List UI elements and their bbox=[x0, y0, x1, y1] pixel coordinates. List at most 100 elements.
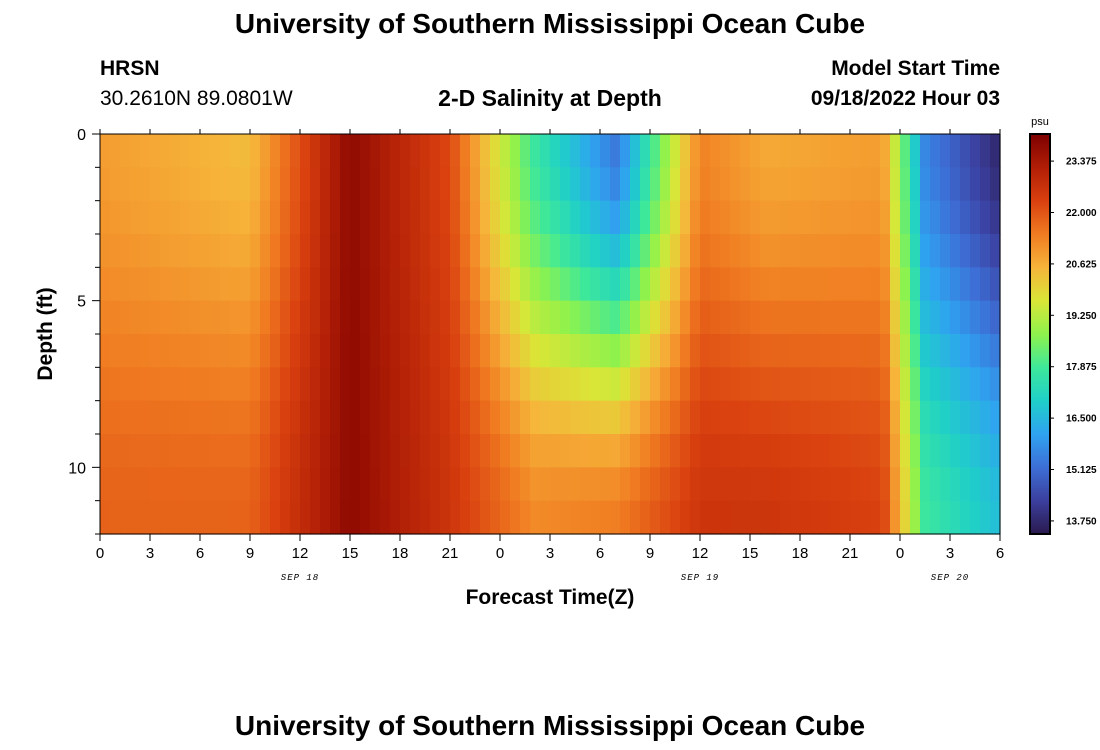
heatmap-cell bbox=[170, 334, 181, 368]
station-coords: 30.2610N 89.0801W bbox=[100, 87, 293, 110]
heatmap-cell bbox=[540, 167, 551, 202]
heatmap-cell bbox=[120, 200, 131, 235]
heatmap-cell bbox=[800, 400, 811, 435]
heatmap-cell bbox=[260, 167, 271, 202]
heatmap-cell bbox=[850, 334, 861, 368]
heatmap-cell bbox=[210, 367, 221, 402]
heatmap-cell bbox=[650, 200, 661, 235]
heatmap-cell bbox=[300, 300, 311, 335]
heatmap-cell bbox=[110, 300, 121, 335]
heatmap-cell bbox=[600, 267, 611, 302]
heatmap-cell bbox=[360, 434, 371, 468]
heatmap-cell bbox=[680, 500, 691, 535]
heatmap-cell bbox=[420, 400, 431, 435]
heatmap-cell bbox=[790, 434, 801, 468]
heatmap-cell bbox=[430, 434, 441, 468]
heatmap-cell bbox=[530, 434, 541, 468]
heatmap-cell bbox=[730, 500, 741, 535]
heatmap-cell bbox=[390, 234, 401, 268]
heatmap-cell bbox=[580, 367, 591, 402]
x-axis-title: Forecast Time(Z) bbox=[466, 586, 635, 609]
heatmap-cell bbox=[270, 200, 281, 235]
heatmap-cell bbox=[310, 134, 321, 168]
heatmap-cell bbox=[390, 200, 401, 235]
heatmap-cell bbox=[570, 267, 581, 302]
heatmap-cell bbox=[720, 167, 731, 202]
heatmap-cell bbox=[590, 200, 601, 235]
heatmap-cell bbox=[210, 167, 221, 202]
heatmap-cell bbox=[870, 200, 881, 235]
heatmap-cell bbox=[210, 300, 221, 335]
heatmap-cell bbox=[970, 267, 981, 302]
heatmap-cell bbox=[580, 434, 591, 468]
heatmap-cell bbox=[330, 134, 341, 168]
heatmap-cell bbox=[830, 500, 841, 535]
heatmap-cell bbox=[250, 400, 261, 435]
heatmap-cell bbox=[420, 234, 431, 268]
heatmap-cell bbox=[180, 434, 191, 468]
heatmap-cell bbox=[820, 200, 831, 235]
heatmap-cell bbox=[300, 234, 311, 268]
x-tick-label: 12 bbox=[692, 545, 709, 562]
heatmap-cell bbox=[910, 400, 921, 435]
heatmap-cell bbox=[690, 400, 701, 435]
heatmap-cell bbox=[930, 167, 941, 202]
heatmap-cell bbox=[330, 367, 341, 402]
heatmap-cell bbox=[970, 300, 981, 335]
heatmap-cell bbox=[620, 300, 631, 335]
heatmap-cell bbox=[500, 167, 511, 202]
heatmap-cell bbox=[820, 300, 831, 335]
heatmap-cell bbox=[390, 134, 401, 168]
heatmap-cell bbox=[550, 334, 561, 368]
heatmap-cell bbox=[240, 200, 251, 235]
heatmap-cell bbox=[210, 500, 221, 535]
heatmap-cell bbox=[920, 334, 931, 368]
heatmap-cell bbox=[260, 267, 271, 302]
heatmap-cell bbox=[140, 234, 151, 268]
heatmap-cell bbox=[450, 400, 461, 435]
heatmap-cell bbox=[510, 134, 521, 168]
heatmap-cell bbox=[370, 334, 381, 368]
x-tick-label: 3 bbox=[546, 545, 554, 562]
heatmap-cell bbox=[390, 434, 401, 468]
heatmap-cell bbox=[190, 334, 201, 368]
heatmap-cell bbox=[920, 200, 931, 235]
heatmap-cell bbox=[730, 267, 741, 302]
heatmap-cell bbox=[110, 500, 121, 535]
heatmap-cell bbox=[890, 434, 901, 468]
x-tick-label: 9 bbox=[646, 545, 654, 562]
heatmap-cell bbox=[590, 434, 601, 468]
heatmap-cell bbox=[700, 134, 711, 168]
heatmap-cell bbox=[890, 400, 901, 435]
heatmap-cell bbox=[490, 134, 501, 168]
heatmap-cell bbox=[570, 434, 581, 468]
heatmap-cell bbox=[930, 334, 941, 368]
heatmap-cell bbox=[320, 367, 331, 402]
x-tick-label: 3 bbox=[946, 545, 954, 562]
heatmap-cell bbox=[240, 267, 251, 302]
heatmap-cell bbox=[550, 467, 561, 502]
heatmap-cell bbox=[170, 134, 181, 168]
heatmap-cell bbox=[830, 400, 841, 435]
heatmap-cell bbox=[970, 434, 981, 468]
heatmap-cell bbox=[350, 500, 361, 535]
heatmap-cell bbox=[130, 200, 141, 235]
heatmap-cell bbox=[150, 234, 161, 268]
heatmap-cell bbox=[650, 367, 661, 402]
heatmap-cell bbox=[990, 267, 1001, 302]
heatmap-cell bbox=[670, 267, 681, 302]
heatmap-cell bbox=[130, 167, 141, 202]
heatmap-cell bbox=[900, 167, 911, 202]
heatmap-cell bbox=[160, 467, 171, 502]
heatmap-cell bbox=[490, 367, 501, 402]
heatmap-cell bbox=[410, 400, 421, 435]
heatmap-cell bbox=[940, 500, 951, 535]
heatmap-cell bbox=[200, 434, 211, 468]
heatmap-cell bbox=[600, 400, 611, 435]
heatmap-cell bbox=[500, 367, 511, 402]
heatmap-cell bbox=[910, 367, 921, 402]
heatmap-cell bbox=[630, 300, 641, 335]
heatmap-cell bbox=[980, 134, 991, 168]
heatmap-cell bbox=[650, 134, 661, 168]
